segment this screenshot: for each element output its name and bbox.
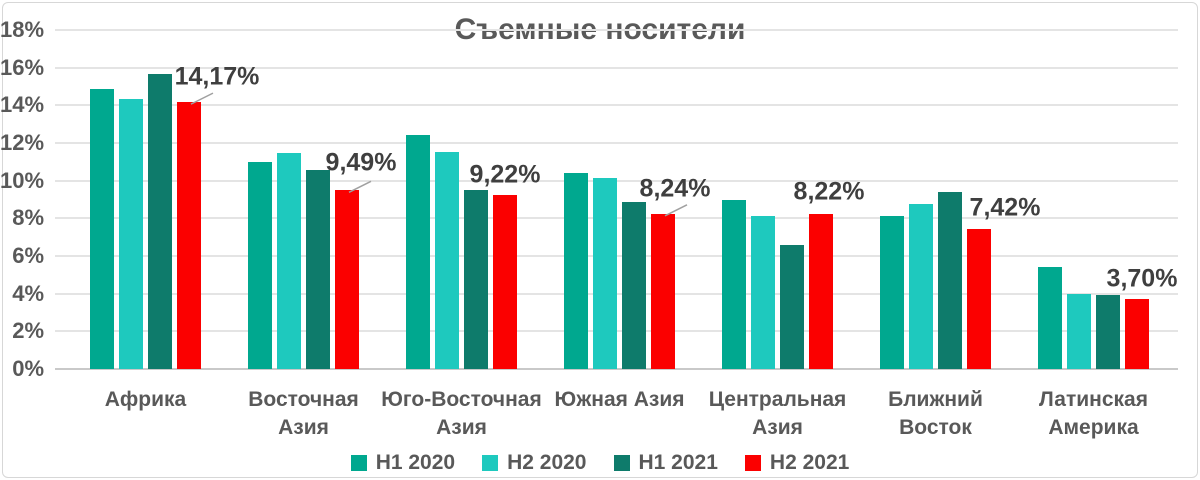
bar-h2-2021-1 [335,190,359,369]
legend-label: H2 2020 [507,451,587,474]
bar-h1-2020-3 [564,173,588,369]
legend-item-h2-2020: H2 2020 [482,451,587,474]
bar-h2-2020-2 [435,152,459,369]
bar-h2-2020-3 [593,177,617,369]
legend-swatch-icon [744,455,761,471]
y-tick-label: 12% [0,130,45,155]
category-label-5: Ближний Восток [888,388,983,439]
bar-h2-2020-4 [751,216,775,369]
bar-h1-2020-4 [722,199,746,369]
bar-h2-2021-4 [809,214,833,369]
gridline-12 [55,142,1178,144]
bar-h1-2021-1 [306,170,330,369]
bar-h1-2020-5 [880,216,904,369]
gridline-18 [55,29,1178,31]
legend-label: H2 2021 [769,451,850,474]
gridline-0 [55,368,1178,370]
bar-h2-2020-6 [1067,293,1091,369]
gridline-14 [55,104,1178,107]
bar-h1-2020-0 [90,89,114,369]
bar-h1-2020-1 [248,161,272,369]
bar-h1-2020-2 [406,134,430,369]
bar-h2-2021-6 [1125,299,1149,369]
bar-h2-2020-5 [909,204,933,369]
data-label-6: 3,70% [1106,264,1178,293]
bar-h1-2021-6 [1096,294,1120,369]
data-label-4: 8,22% [793,177,865,206]
legend-item-h1-2021: H1 2021 [613,451,718,474]
bar-h1-2021-0 [148,74,172,369]
y-tick-label: 10% [0,167,45,193]
category-label-0: Африка [104,388,187,411]
y-tick-label: 6% [12,243,44,268]
legend-label: H1 2021 [638,451,718,474]
y-tick-label: 16% [0,54,45,80]
bar-h1-2021-2 [464,190,488,369]
bar-h2-2020-1 [277,153,301,369]
legend-swatch-icon [613,455,630,471]
category-label-2: Юго-Восточная Азия [381,388,542,439]
y-tick-label: 14% [0,92,45,118]
bar-h1-2020-6 [1038,267,1062,369]
legend-label: H1 2020 [375,451,456,474]
legend-item-h1-2020: H1 2020 [350,451,456,474]
category-label-3: Южная Азия [554,388,685,411]
y-tick-label: 18% [0,17,45,42]
data-label-3: 8,24% [639,174,711,203]
bar-h2-2020-0 [119,98,143,369]
y-tick-label: 8% [12,205,44,231]
bar-h2-2021-3 [651,213,675,369]
legend-item-h2-2021: H2 2021 [744,451,850,474]
y-tick-label: 4% [12,280,44,306]
gridline-16 [55,66,1178,69]
data-label-2: 9,22% [469,160,541,189]
legend-swatch-icon [482,455,499,471]
y-tick-label: 2% [12,318,44,344]
bar-h1-2021-3 [622,202,646,369]
data-label-1: 9,49% [325,148,397,177]
bar-h1-2021-5 [938,191,962,369]
legend-swatch-icon [350,455,367,471]
bar-h2-2021-5 [967,229,991,369]
category-label-6: Латинская Америка [1039,388,1148,439]
data-label-0: 14,17% [174,62,260,91]
bar-h2-2021-2 [493,195,517,369]
legend: H1 2020 H2 2020 H1 2021 H2 2021 [0,452,1200,474]
y-tick-label: 0% [12,356,44,381]
category-label-1: Восточная Азия [248,388,359,439]
category-label-4: Центральная Азия [708,388,847,439]
bar-h1-2021-4 [780,244,804,369]
bar-h2-2021-0 [177,102,201,369]
data-label-5: 7,42% [969,193,1041,222]
